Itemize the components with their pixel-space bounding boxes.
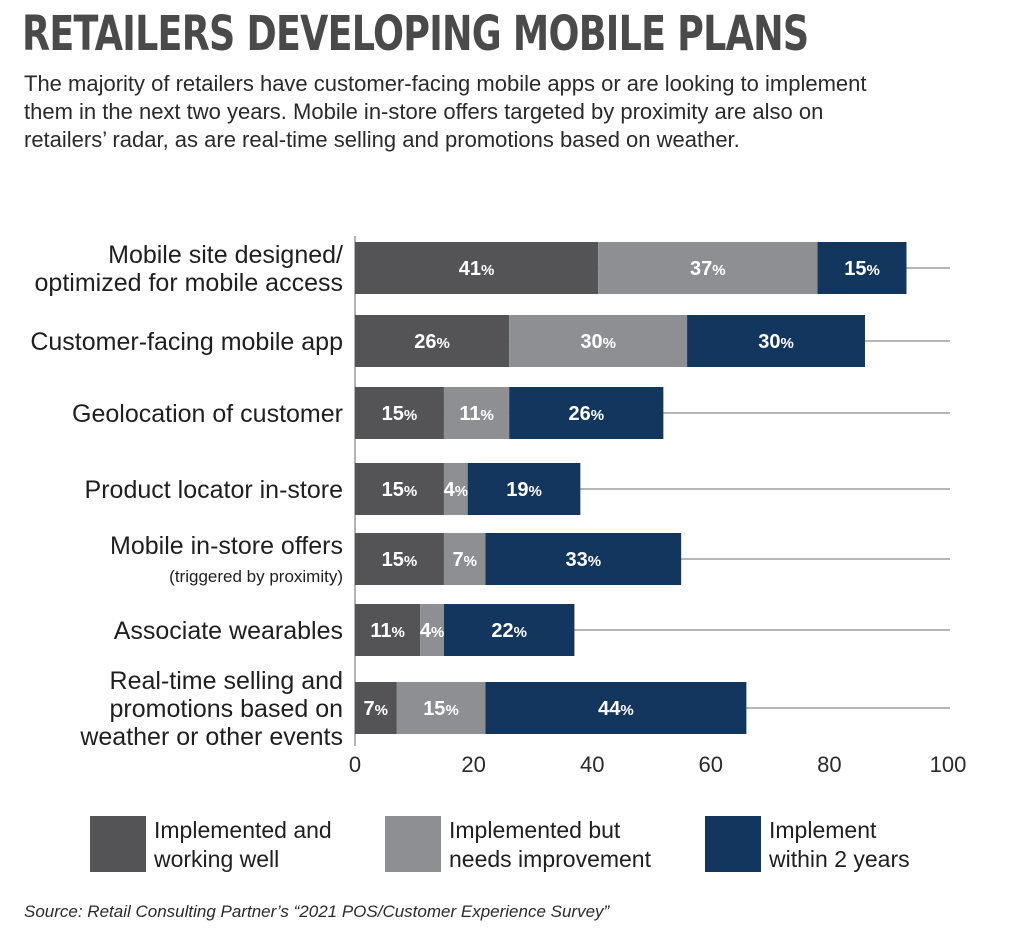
bar-segment xyxy=(485,682,747,734)
legend-label-working-well: Implemented and working well xyxy=(154,816,384,874)
legend-label-line: Implement xyxy=(769,817,877,843)
bar-data-label: 15% xyxy=(423,698,459,720)
x-tick-label: 20 xyxy=(461,752,485,777)
bar-segment xyxy=(355,604,421,656)
bar-segment xyxy=(509,315,688,367)
bar-segment xyxy=(355,387,444,439)
legend-label-line: Implemented but xyxy=(449,817,621,843)
bar-data-label: 26% xyxy=(414,331,450,353)
legend: Implemented and working well Implemented… xyxy=(90,816,990,876)
bar-segment xyxy=(443,463,468,515)
bar-data-label: 11% xyxy=(370,620,405,642)
bar-segment xyxy=(817,242,907,294)
x-tick-label: 100 xyxy=(930,752,967,777)
bar-data-label: 30% xyxy=(580,331,616,353)
legend-swatch-needs-improvement xyxy=(385,816,441,872)
bar-segment xyxy=(355,682,397,734)
legend-swatch-within-2-years xyxy=(705,816,761,872)
legend-label-line: Implemented and xyxy=(154,817,332,843)
bar-data-label: 4% xyxy=(420,620,444,642)
bar-data-label: 15% xyxy=(844,258,880,280)
bar-data-label: 15% xyxy=(382,549,418,571)
chart-title: RETAILERS DEVELOPING MOBILE PLANS xyxy=(22,6,809,62)
bar-data-label: 15% xyxy=(382,479,418,501)
x-tick-label: 80 xyxy=(817,752,841,777)
category-label: Geolocation of customer xyxy=(72,400,343,428)
chart-subtitle: The majority of retailers have customer-… xyxy=(24,71,867,152)
bar-data-label: 33% xyxy=(566,549,602,571)
bar-data-label: 11% xyxy=(459,403,494,425)
legend-label-line: working well xyxy=(154,846,280,872)
bar-data-label: 19% xyxy=(506,479,542,501)
bar-segment xyxy=(355,533,444,585)
bar-segment xyxy=(443,533,486,585)
bar-segment xyxy=(420,604,444,656)
bar-data-label: 44% xyxy=(598,698,634,720)
legend-swatch-working-well xyxy=(90,816,146,872)
bar-data-label: 26% xyxy=(568,403,604,425)
bar-segment xyxy=(687,315,865,367)
bar-data-label: 37% xyxy=(690,258,726,280)
category-label: Real-time selling and promotions based on… xyxy=(79,667,343,751)
category-label: Associate wearables xyxy=(114,617,343,645)
category-label: Customer-facing mobile app xyxy=(30,328,343,356)
bar-data-label: 41% xyxy=(459,258,495,280)
legend-label-line: within 2 years xyxy=(769,846,910,872)
bar-data-label: 7% xyxy=(452,549,476,571)
bar-segment xyxy=(485,533,682,585)
x-tick-label: 60 xyxy=(699,752,723,777)
source-note: Source: Retail Consulting Partner’s “202… xyxy=(24,902,610,921)
x-tick-label: 0 xyxy=(349,752,361,777)
category-label: Mobile in-store offers (triggered by prox… xyxy=(110,532,343,586)
legend-label-needs-improvement: Implemented but needs improvement xyxy=(449,816,679,874)
bar-segment xyxy=(443,387,510,439)
stacked-bar-chart: Mobile site designed/optimized for mobil… xyxy=(30,236,967,777)
bar-segment xyxy=(598,242,818,294)
x-tick-label: 40 xyxy=(580,752,604,777)
bar-segment xyxy=(355,463,444,515)
bar-data-label: 15% xyxy=(382,403,418,425)
bar-data-label: 7% xyxy=(364,698,388,720)
bar-data-label: 22% xyxy=(491,620,527,642)
legend-label-line: needs improvement xyxy=(449,846,651,872)
bar-segment xyxy=(355,315,510,367)
bar-data-label: 30% xyxy=(758,331,794,353)
category-label: Product locator in-store xyxy=(85,476,343,504)
category-label: Mobile site designed/optimized for mobil… xyxy=(35,241,344,297)
bar-segment xyxy=(509,387,664,439)
bar-segment xyxy=(355,242,599,294)
bar-data-label: 4% xyxy=(444,479,468,501)
legend-label-within-2-years: Implement within 2 years xyxy=(769,816,999,874)
bar-segment xyxy=(443,604,575,656)
bar-segment xyxy=(467,463,581,515)
bar-segment xyxy=(396,682,486,734)
